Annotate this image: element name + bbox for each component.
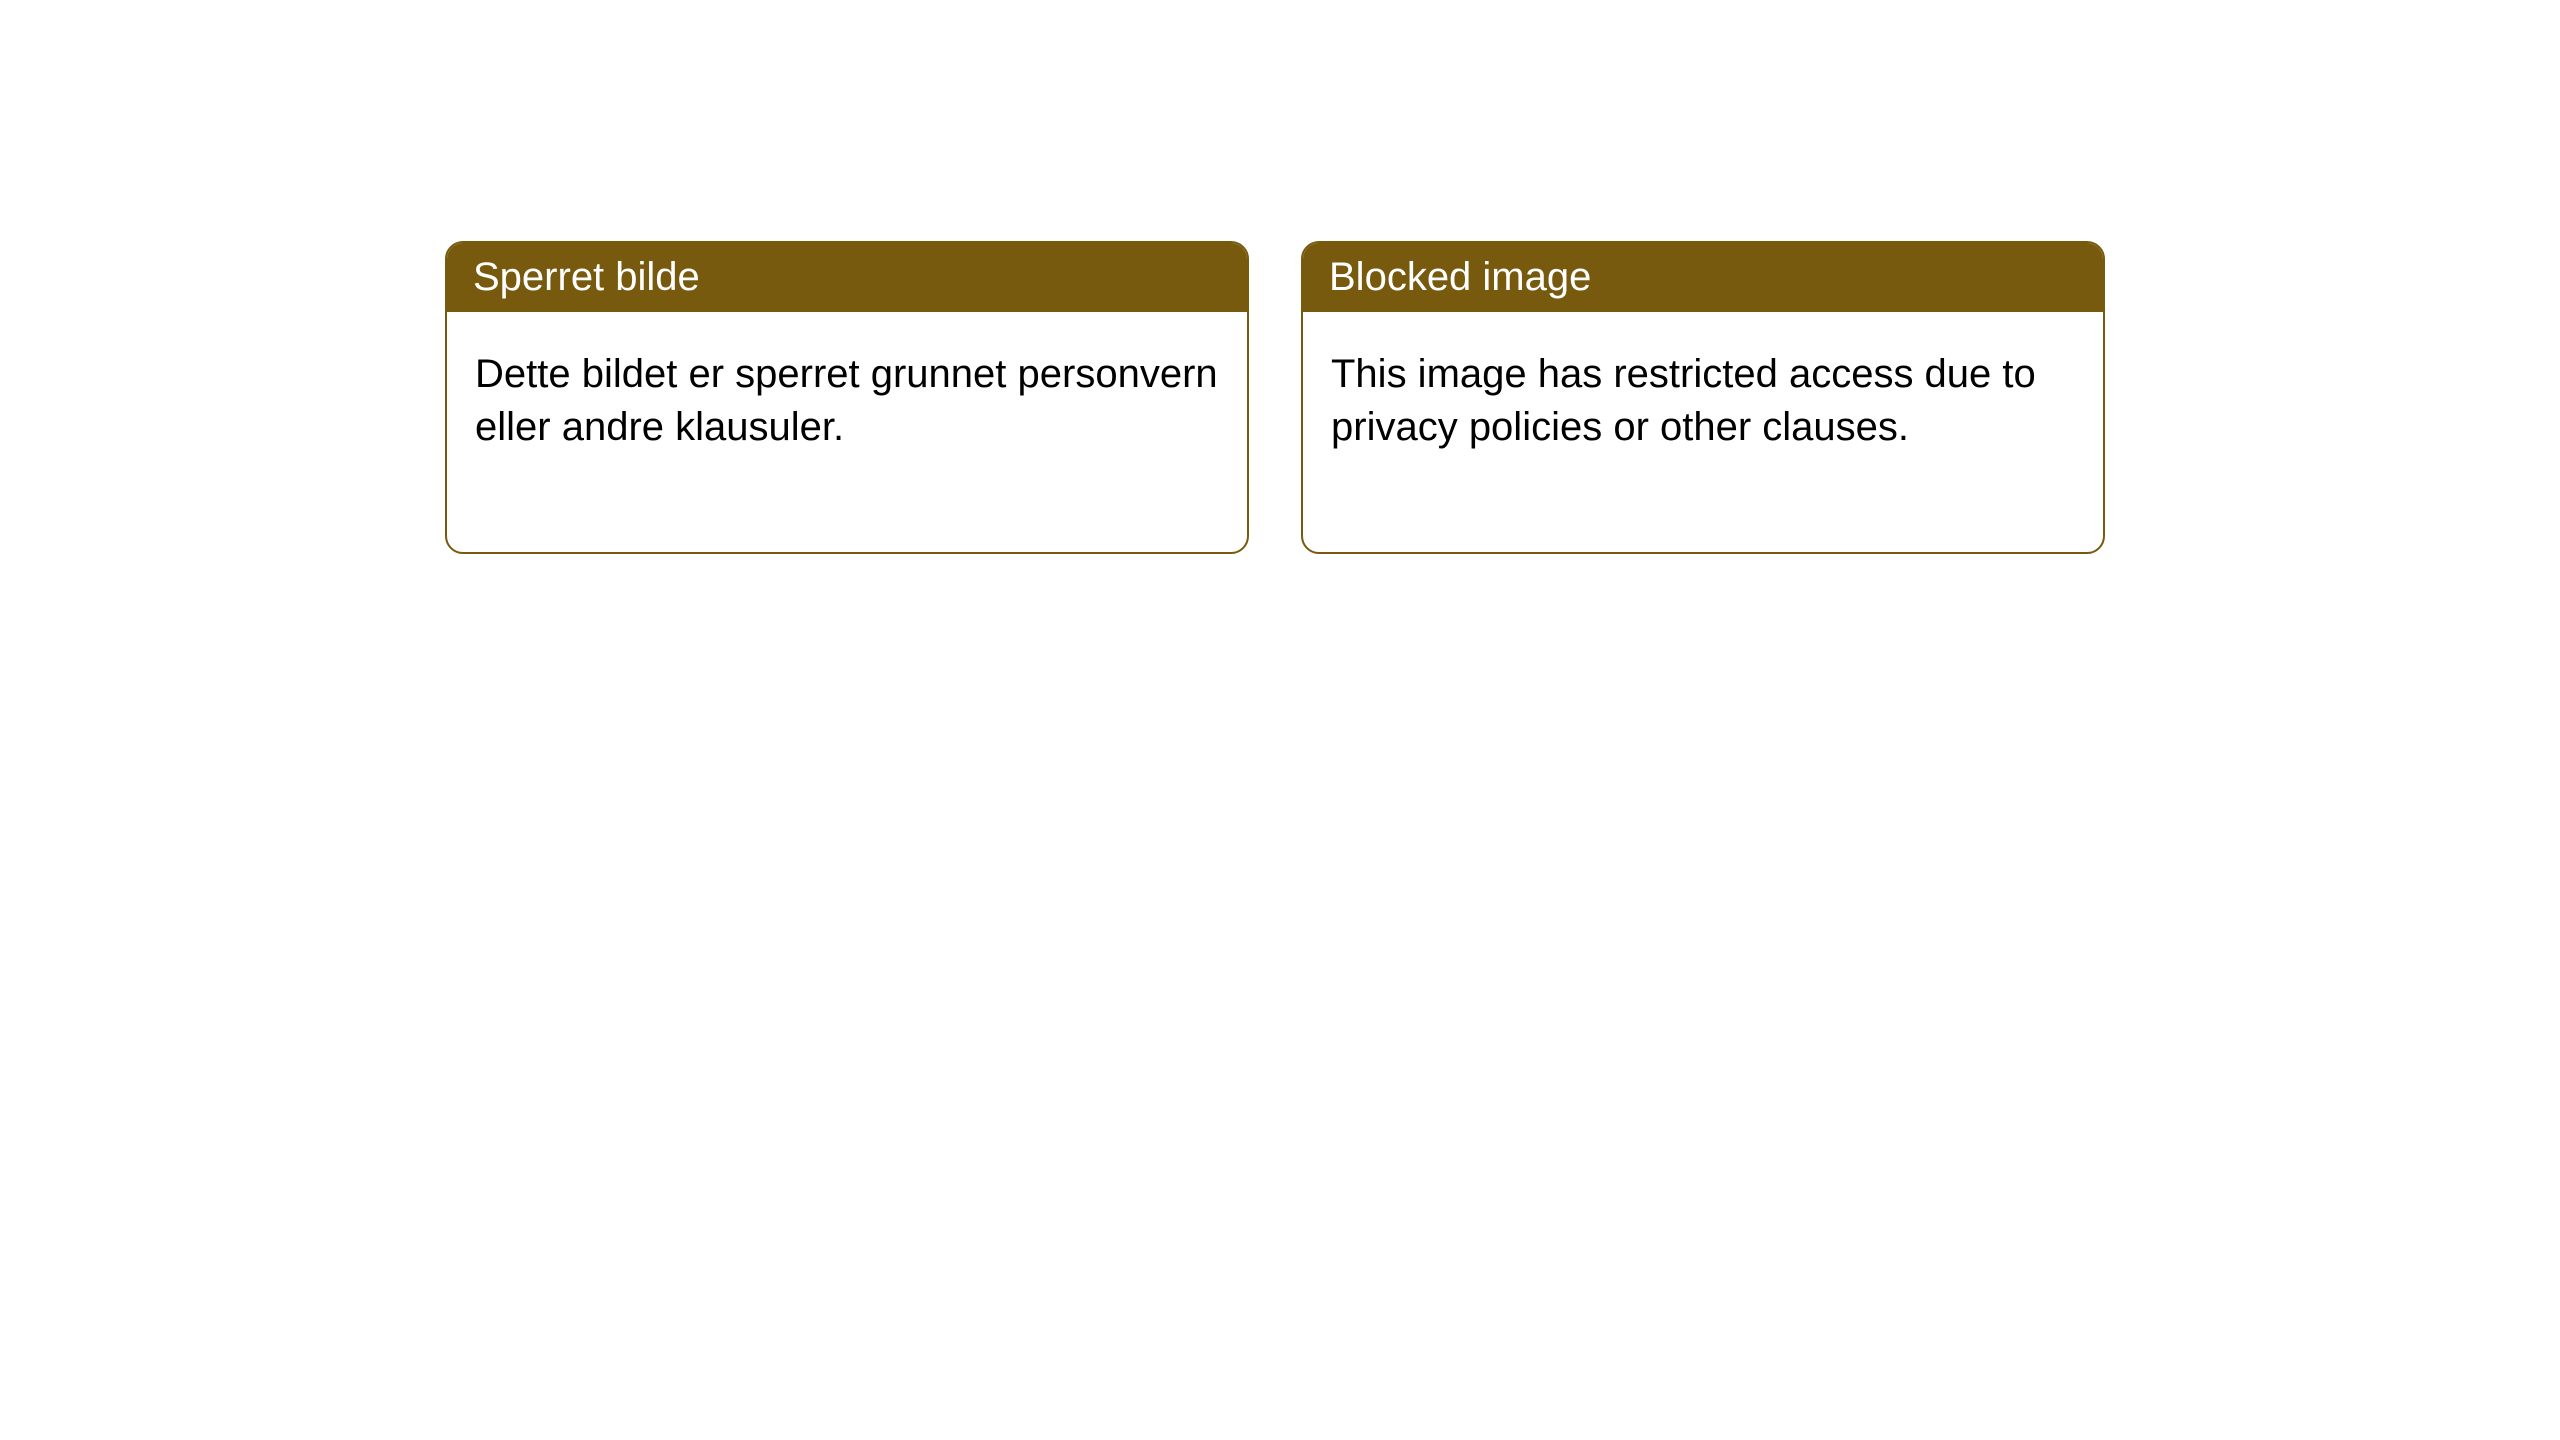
notice-card-message: This image has restricted access due to …	[1303, 312, 2103, 552]
notice-card-title: Sperret bilde	[447, 243, 1247, 312]
notice-card-english: Blocked image This image has restricted …	[1301, 241, 2105, 554]
notice-card-norwegian: Sperret bilde Dette bildet er sperret gr…	[445, 241, 1249, 554]
notice-card-title: Blocked image	[1303, 243, 2103, 312]
notice-card-message: Dette bildet er sperret grunnet personve…	[447, 312, 1247, 552]
notice-container: Sperret bilde Dette bildet er sperret gr…	[445, 241, 2105, 554]
